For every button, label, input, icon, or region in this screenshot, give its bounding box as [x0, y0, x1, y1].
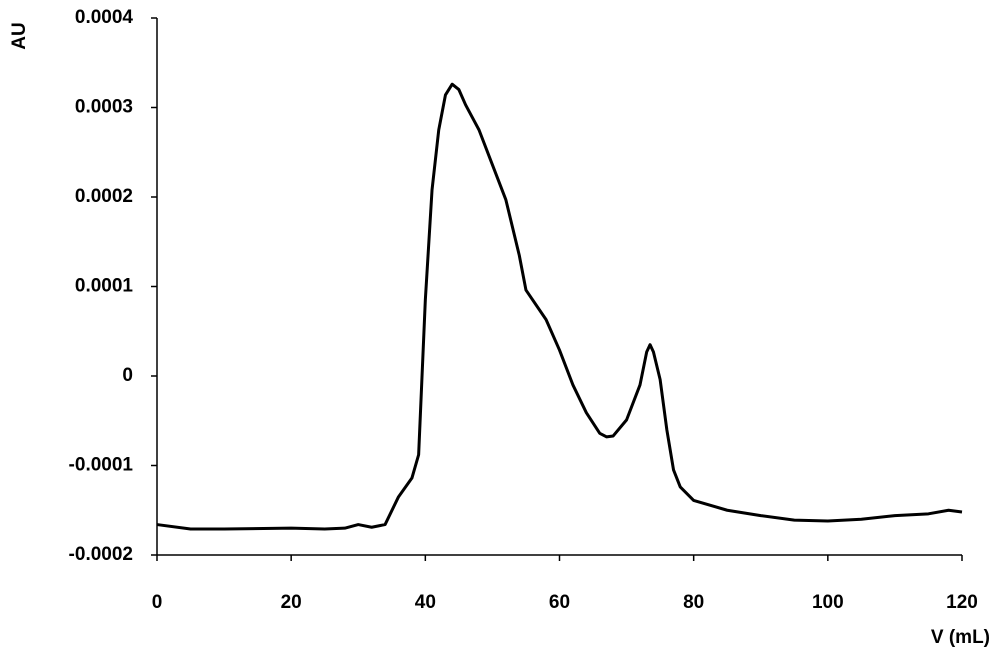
y-tick-label: 0.0002 [75, 186, 133, 207]
x-tick-label: 80 [683, 592, 704, 613]
y-tick-label: 0.0001 [75, 276, 134, 297]
x-tick-label: 100 [812, 592, 844, 613]
x-axis-label: V (mL) [931, 627, 990, 648]
y-tick-label: 0.0003 [75, 97, 133, 118]
y-tick-label: -0.0001 [69, 455, 134, 476]
x-tick-label: 120 [946, 592, 978, 613]
x-tick-label: 40 [415, 592, 436, 613]
x-tick-label: 60 [549, 592, 570, 613]
x-tick-label: 0 [152, 592, 163, 613]
y-tick-label: -0.0002 [69, 544, 133, 565]
data-line [156, 82, 963, 531]
y-axis-label: AU [9, 22, 30, 49]
x-tick-label: 20 [281, 592, 302, 613]
y-tick-label: 0.0004 [75, 7, 134, 28]
y-tick-label: 0 [122, 365, 133, 386]
